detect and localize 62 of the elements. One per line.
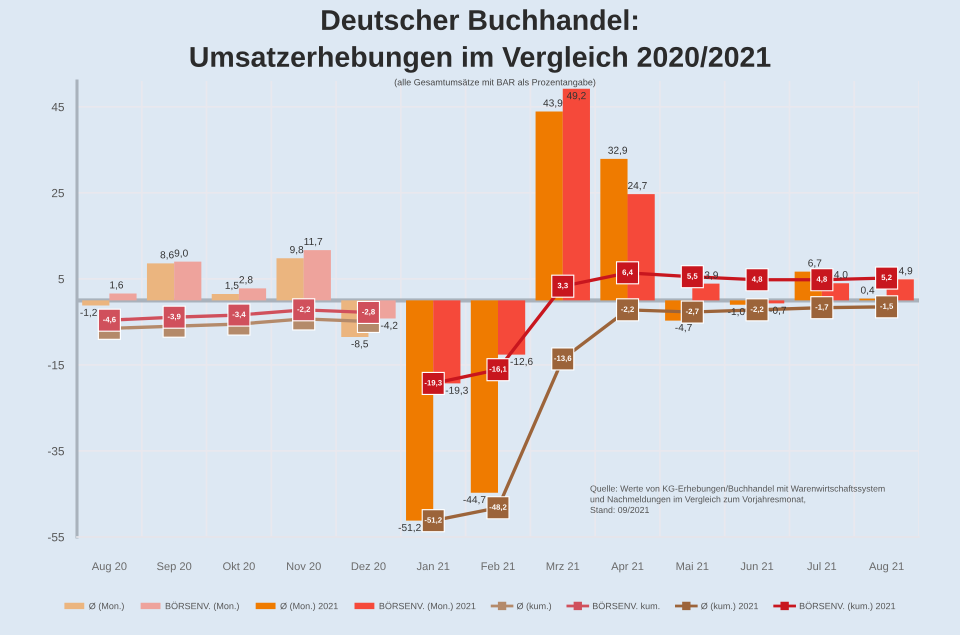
data-label: 4,9	[898, 267, 912, 276]
legend-label: BÖRSENV. (Mon.)	[166, 602, 239, 611]
x-tick-label: Sep 20	[157, 562, 192, 572]
chart-subtitle: (alle Gesamtumsätze mit BAR als Prozentangabe)	[394, 78, 596, 88]
data-label: -44,7	[463, 496, 486, 504]
data-label: 6,7	[808, 259, 822, 268]
data-label: 43,9	[543, 99, 562, 108]
x-tick-label: Jul 21	[807, 562, 836, 570]
data-label: 32,9	[608, 146, 628, 156]
legend-label: BÖRSENV. (kum.) 2021	[800, 602, 896, 611]
data-label: 9,8	[290, 246, 304, 254]
data-label: -51,2	[398, 524, 421, 532]
x-tick-label: Aug 20	[92, 562, 127, 572]
data-label: -4,7	[675, 324, 692, 332]
x-tick-label: Feb 21	[482, 562, 515, 570]
x-tick-label: Aug 21	[869, 562, 904, 572]
x-tick-label: Dez 20	[352, 562, 386, 570]
x-tick-label: Jun 21	[740, 562, 774, 570]
bar	[212, 294, 239, 300]
x-tick-label: Okt 20	[223, 562, 255, 570]
annotation: Quelle: Werte von KG-Erhebungen/Buchhandel mit Warenwirtschaftssystem und Nachmeldungen im Vergleich zum Vorjahresmonat, Stand: 09/2021	[590, 485, 885, 514]
y-tick-label: -35	[48, 446, 64, 456]
data-label: 8,6	[160, 251, 174, 260]
data-label: 9,0	[174, 249, 188, 258]
data-label: 2,8	[239, 276, 253, 285]
x-tick-label: Apr 21	[611, 562, 644, 572]
bar	[498, 300, 526, 355]
y-tick-label: -55	[48, 533, 64, 542]
legend-label: BÖRSENV. (Mon.) 2021	[380, 602, 476, 611]
legend-label: Ø (Mon.)	[89, 602, 124, 611]
x-tick-label: Nov 20	[287, 562, 321, 570]
bar	[276, 258, 304, 300]
bar	[82, 300, 110, 306]
data-label: -8,5	[351, 340, 368, 349]
legend-label: Ø (kum.) 2021	[701, 602, 758, 611]
legend-label: BÖRSENV. kum.	[592, 602, 660, 610]
bar	[109, 294, 137, 300]
bar	[146, 263, 174, 300]
x-tick-label: Mrz 21	[546, 562, 580, 570]
y-tick-label: 5	[58, 275, 64, 284]
chart-title: Deutscher Buchhandel: Umsatzerhebungen im Vergleich 2020/2021	[190, 9, 770, 73]
data-label: 49,2	[566, 92, 586, 100]
data-label: 11,7	[304, 238, 322, 246]
data-label: -1,2	[80, 308, 97, 318]
bar	[174, 262, 202, 300]
data-label: 4,0	[834, 271, 848, 280]
data-label: 1,6	[110, 281, 124, 290]
data-label: -19,3	[446, 386, 468, 396]
y-tick-label: 25	[52, 188, 64, 198]
bar	[304, 250, 331, 300]
data-label: 1,5	[226, 282, 238, 290]
y-tick-label: -15	[48, 361, 64, 370]
x-tick-label: Mai 21	[676, 562, 708, 570]
data-label: -12,6	[510, 358, 533, 366]
data-label: 0,4	[860, 286, 874, 295]
y-tick-label: 45	[52, 102, 64, 112]
x-tick-label: Jan 21	[416, 562, 450, 570]
legend-label: Ø (kum.)	[516, 602, 552, 611]
data-label: -4,2	[380, 322, 398, 330]
bar	[238, 288, 266, 300]
data-label: 24,7	[628, 182, 647, 190]
legend-label: Ø (Mon.) 2021	[280, 602, 338, 611]
